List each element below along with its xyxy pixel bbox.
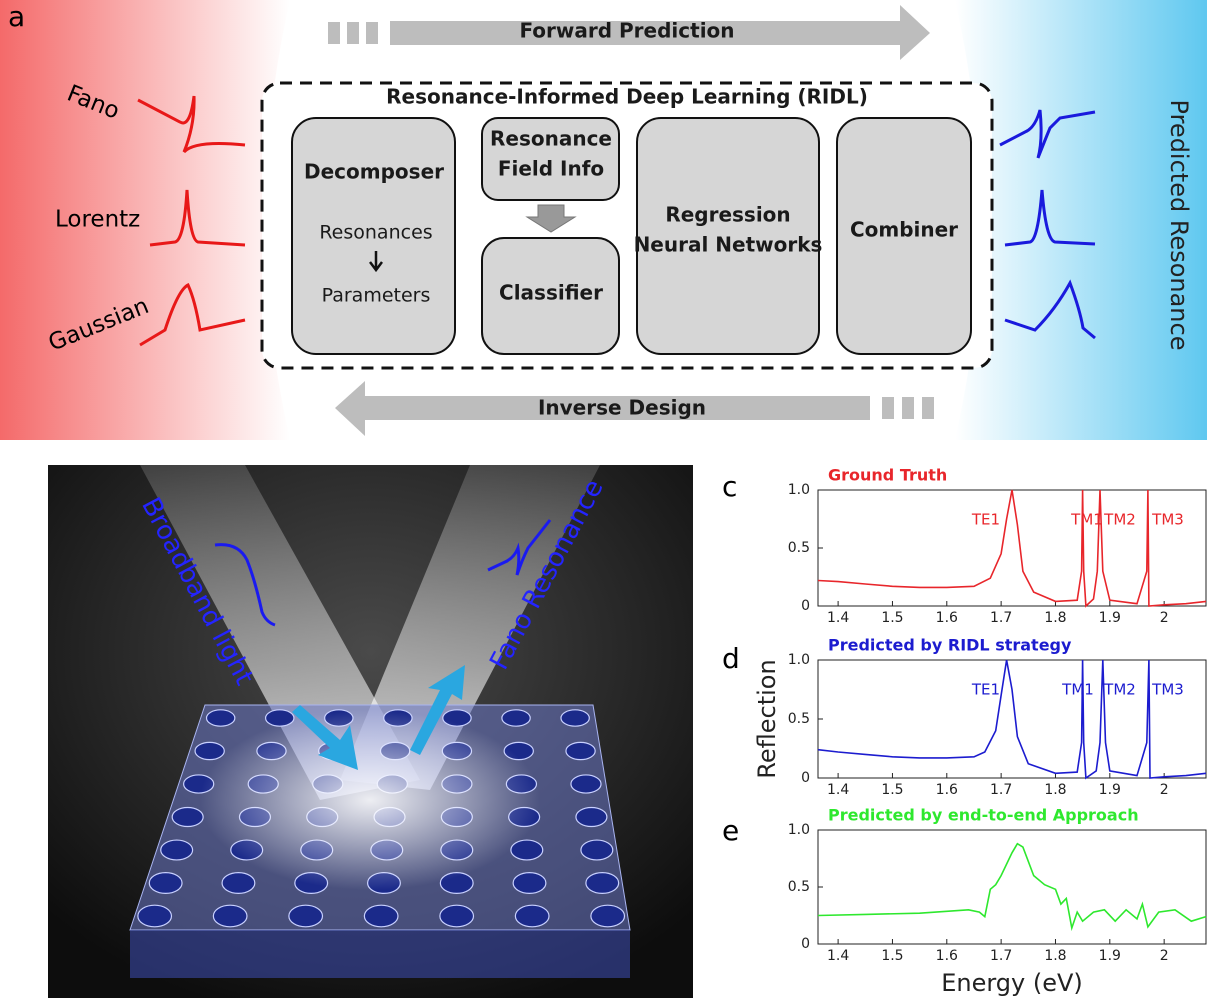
field-label: Resonance [490, 127, 612, 151]
light-spot [200, 710, 540, 890]
decomposer-to: Parameters [322, 285, 431, 307]
x-tick-label: 1.9 [1099, 782, 1121, 798]
spectrum-line [818, 490, 1206, 606]
panel-label: a [8, 0, 25, 33]
x-tick-label: 1.4 [827, 948, 849, 964]
decomposer-from: Resonances [319, 222, 432, 244]
x-axis-label: Energy (eV) [941, 969, 1083, 997]
y-tick-label: 1.0 [788, 482, 810, 498]
figure: Forward Prediction Inverse Design Resona… [0, 0, 1207, 1000]
peak-label: TE1 [971, 681, 1000, 699]
y-tick-label: 1.0 [788, 652, 810, 668]
y-tick-label: 0.5 [788, 879, 810, 895]
y-axis-label: Reflection [753, 659, 781, 778]
x-tick-label: 1.8 [1044, 610, 1066, 626]
forward-label: Forward Prediction [519, 19, 734, 43]
hole [576, 808, 607, 827]
classifier-label: Classifier [499, 281, 603, 305]
input-label: Lorentz [55, 207, 140, 233]
x-tick-label: 1.4 [827, 782, 849, 798]
y-tick-label: 0 [801, 770, 810, 786]
regression-label: Regression [665, 203, 790, 227]
x-tick-label: 2 [1160, 782, 1169, 798]
x-tick-label: 1.7 [990, 782, 1012, 798]
x-tick-label: 2 [1160, 610, 1169, 626]
field-label: Field Info [498, 157, 604, 181]
hole [206, 710, 234, 726]
y-tick-label: 0.5 [788, 540, 810, 556]
hole [222, 873, 255, 894]
chart-title: Predicted by end-to-end Approach [828, 806, 1139, 825]
x-tick-label: 1.4 [827, 610, 849, 626]
decomposer-title: Decomposer [304, 160, 444, 184]
x-tick-label: 1.8 [1044, 948, 1066, 964]
hole [515, 905, 549, 927]
hole [289, 905, 323, 927]
hole [566, 742, 595, 759]
x-tick-label: 1.8 [1044, 782, 1066, 798]
hole [561, 710, 589, 726]
chart-title: Predicted by RIDL strategy [828, 636, 1072, 655]
hole [213, 905, 247, 927]
hole [138, 905, 172, 927]
hole [513, 873, 546, 894]
peak-label: TM2 [1103, 511, 1136, 529]
x-tick-label: 1.6 [936, 948, 958, 964]
hole [172, 808, 203, 827]
hole [571, 775, 601, 793]
x-tick-label: 1.6 [936, 782, 958, 798]
hole [502, 710, 530, 726]
regression-label: Neural Networks [634, 233, 823, 257]
hole [440, 905, 474, 927]
peak-label: TM1 [1070, 511, 1103, 529]
panel-b: Broadband light Fano Resonance [48, 465, 693, 998]
charts: 0 0.5 1.0 1.4 1.5 1.6 1.7 1.8 1.9 2 Ground Truth TE… [753, 466, 1206, 998]
spectrum-line [818, 660, 1206, 778]
x-tick-label: 1.5 [881, 948, 903, 964]
x-tick-label: 1.9 [1099, 610, 1121, 626]
chart-title: Ground Truth [828, 466, 947, 485]
y-tick-label: 1.0 [788, 822, 810, 838]
hole [586, 873, 619, 894]
inverse-label: Inverse Design [538, 396, 706, 420]
hole [195, 742, 224, 759]
ridl-title: Resonance-Informed Deep Learning (RIDL) [386, 85, 868, 109]
plate-edge [130, 930, 630, 978]
y-tick-label: 0 [801, 598, 810, 614]
y-tick-label: 0.5 [788, 711, 810, 727]
panel-label: c [722, 470, 737, 503]
x-tick-label: 1.7 [990, 948, 1012, 964]
panel-label: d [722, 642, 740, 675]
hole [161, 840, 193, 860]
panel-a: Forward Prediction Inverse Design Resona… [0, 0, 1207, 440]
combiner-label: Combiner [850, 218, 958, 242]
x-tick-label: 1.5 [881, 610, 903, 626]
hole [591, 905, 625, 927]
peak-label: TM3 [1151, 681, 1184, 699]
x-tick-label: 2 [1160, 948, 1169, 964]
peak-label: TM2 [1103, 681, 1136, 699]
peak-label: TE1 [971, 511, 1000, 529]
x-tick-label: 1.9 [1099, 948, 1121, 964]
x-tick-label: 1.7 [990, 610, 1012, 626]
output-label: Predicted Resonance [1165, 100, 1193, 351]
x-tick-label: 1.5 [881, 782, 903, 798]
y-tick-label: 0 [801, 936, 810, 952]
hole [364, 905, 398, 927]
spectrum-line [818, 844, 1206, 928]
x-tick-label: 1.6 [936, 610, 958, 626]
panel-label: e [722, 814, 739, 847]
input-funnel [0, 0, 290, 440]
peak-label: TM1 [1061, 681, 1094, 699]
hole [581, 840, 613, 860]
hole [149, 873, 182, 894]
peak-label: TM3 [1151, 511, 1184, 529]
